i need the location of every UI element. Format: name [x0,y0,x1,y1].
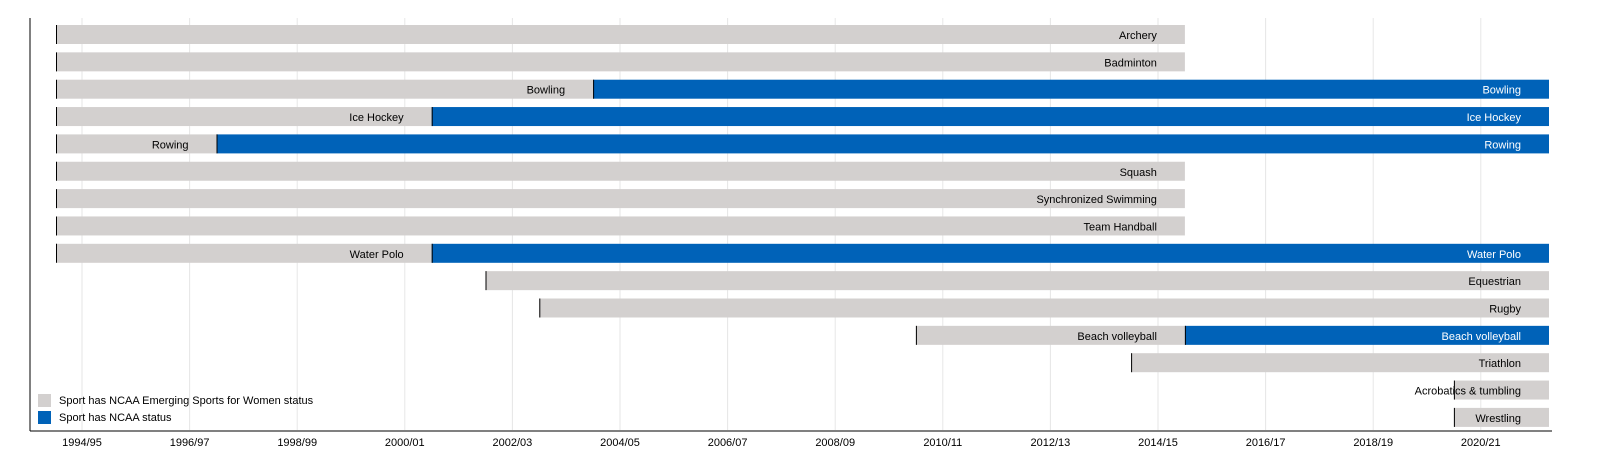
bar-emerging [56,79,594,99]
legend: Sport has NCAA Emerging Sports for Women… [38,392,313,426]
bar-emerging [56,189,1185,209]
bar-label: Synchronized Swimming [1036,194,1156,206]
bar-label: Squash [1120,167,1157,179]
bar-label: Ice Hockey [1467,112,1522,124]
bar-label: Acrobatics & tumbling [1415,386,1521,398]
x-tick-label: 2012/13 [1031,437,1071,449]
bar-ncaa [593,79,1549,99]
bar-emerging [56,161,1185,181]
bars-layer: Archery Badminton Bowling Bowling Ice Hockey… [56,25,1550,427]
bar-emerging [1453,380,1549,400]
bar-emerging [56,134,217,154]
x-tick-label: 2000/01 [385,437,425,449]
bar-emerging [56,107,432,127]
bar-label: Rowing [1484,139,1521,151]
x-tick-label: 1996/97 [170,437,210,449]
bar-label: Rugby [1489,304,1521,316]
bar-ncaa [431,107,1550,127]
bar-label: Triathlon [1479,358,1521,370]
x-tick-label: 2016/17 [1246,437,1286,449]
x-tick-label: 2008/09 [815,437,855,449]
bar-label: Team Handball [1084,221,1157,233]
x-tick-label: 1994/95 [62,437,102,449]
x-tick-label: 2004/05 [600,437,640,449]
bar-emerging [56,25,1185,44]
x-tick-label: 2020/21 [1461,437,1501,449]
bar-emerging [56,243,432,263]
legend-item-ncaa: Sport has NCAA status [38,409,313,426]
bar-label: Wrestling [1475,413,1521,425]
bar-label: Badminton [1104,57,1157,69]
legend-label-emerging: Sport has NCAA Emerging Sports for Women… [59,394,314,407]
legend-label-ncaa: Sport has NCAA status [59,411,172,424]
axes-layer: 1994/95 1996/97 1998/99 2000/01 2002/03 2004/… [29,18,1552,449]
bar-ncaa [431,243,1550,263]
bar-ncaa [1184,325,1549,345]
bar-label: Archery [1119,30,1157,42]
x-tick-label: 2006/07 [708,437,748,449]
bar-emerging [1453,407,1549,427]
x-tick-label: 2018/19 [1353,437,1393,449]
bar-emerging [539,298,1549,318]
legend-swatch-ncaa [38,411,51,424]
bar-label: Beach volleyball [1077,331,1157,343]
bar-emerging [485,271,1549,291]
bar-emerging [56,52,1185,72]
bar-label: Ice Hockey [349,112,404,124]
bar-label: Equestrian [1468,276,1521,288]
x-tick-label: 1998/99 [277,437,317,449]
bar-label: Rowing [152,139,189,151]
bar-ncaa [216,134,1549,154]
bar-emerging [915,325,1185,345]
x-tick-label: 2010/11 [923,437,962,449]
bar-emerging [1131,353,1549,373]
x-tick-label: 2014/15 [1138,437,1178,449]
legend-swatch-emerging [38,394,51,407]
x-tick-label: 2002/03 [493,437,533,449]
bar-label: Bowling [527,85,566,97]
legend-item-emerging: Sport has NCAA Emerging Sports for Women… [38,392,313,409]
bar-label: Water Polo [1467,249,1521,261]
bar-label: Beach volleyball [1442,331,1522,343]
bar-emerging [56,216,1185,236]
bar-label: Water Polo [350,249,404,261]
bar-label: Bowling [1482,85,1521,97]
